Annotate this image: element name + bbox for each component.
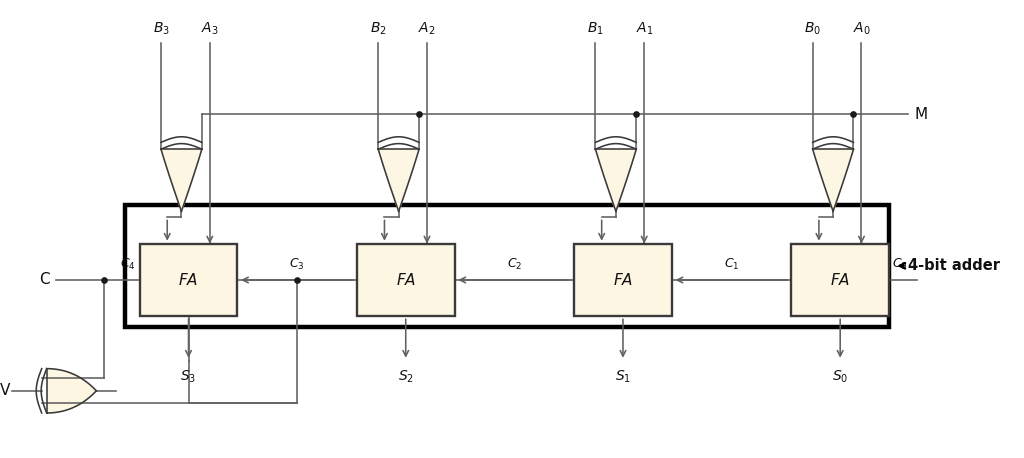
Polygon shape	[596, 149, 636, 211]
Bar	[574, 244, 672, 316]
Text: $A_1$: $A_1$	[636, 21, 653, 37]
Text: $S_0$: $S_0$	[833, 369, 848, 385]
Text: $S_3$: $S_3$	[180, 369, 197, 385]
Text: 4-bit adder: 4-bit adder	[908, 258, 1000, 273]
Text: M: M	[914, 107, 928, 122]
Text: $A_3$: $A_3$	[201, 21, 218, 37]
Polygon shape	[161, 149, 202, 211]
Text: $A_2$: $A_2$	[418, 21, 436, 37]
Text: $FA$: $FA$	[178, 272, 199, 288]
Bar	[139, 244, 238, 316]
Bar	[792, 244, 889, 316]
Polygon shape	[47, 369, 96, 413]
Text: $FA$: $FA$	[830, 272, 850, 288]
Polygon shape	[378, 149, 419, 211]
Text: $C_1$: $C_1$	[724, 257, 739, 272]
Text: $FA$: $FA$	[613, 272, 633, 288]
Text: $FA$: $FA$	[395, 272, 416, 288]
Text: C: C	[40, 273, 50, 288]
Text: $C_3$: $C_3$	[290, 257, 305, 272]
Text: $B_0$: $B_0$	[804, 21, 821, 37]
Text: $B_2$: $B_2$	[370, 21, 387, 37]
Text: $C_2$: $C_2$	[507, 257, 522, 272]
Text: $S_2$: $S_2$	[397, 369, 414, 385]
Bar	[357, 244, 455, 316]
Polygon shape	[813, 149, 853, 211]
Text: $C_0$: $C_0$	[893, 257, 908, 272]
Bar	[125, 205, 889, 327]
Text: $A_0$: $A_0$	[853, 21, 870, 37]
Text: $C_4$: $C_4$	[120, 257, 135, 272]
Text: $S_1$: $S_1$	[615, 369, 631, 385]
Text: $B_1$: $B_1$	[587, 21, 604, 37]
Text: V: V	[0, 383, 10, 398]
Text: $B_3$: $B_3$	[153, 21, 170, 37]
